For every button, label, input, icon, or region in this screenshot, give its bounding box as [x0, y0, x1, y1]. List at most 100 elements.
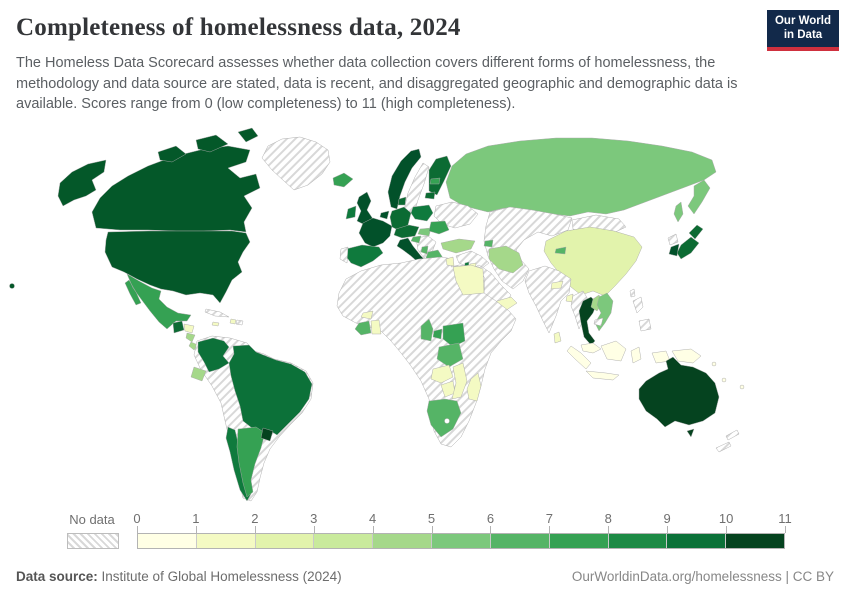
country-south-korea[interactable]: [668, 243, 680, 257]
country-spain[interactable]: [344, 244, 384, 268]
owid-logo[interactable]: Our World in Data: [767, 10, 839, 51]
country-estonia[interactable]: [429, 177, 441, 185]
country-iran[interactable]: [488, 245, 524, 274]
country-finland[interactable]: [428, 155, 452, 196]
legend-bin-2[interactable]: [255, 534, 315, 548]
country-egypt[interactable]: [452, 264, 485, 296]
country-honduras[interactable]: [183, 323, 195, 334]
country-mozambique[interactable]: [451, 362, 468, 400]
country-usa[interactable]: [104, 230, 251, 304]
country-solomon-islands[interactable]: [711, 361, 717, 367]
country-hungary[interactable]: [417, 227, 432, 237]
country-malaysia[interactable]: [580, 342, 602, 354]
attribution-link[interactable]: OurWorldinData.org/homelessness | CC BY: [571, 569, 834, 584]
legend-no-data-swatch[interactable]: [67, 533, 119, 549]
country-haiti[interactable]: [229, 318, 237, 325]
country-iceland[interactable]: [332, 172, 354, 188]
country-russia[interactable]: [445, 137, 717, 219]
owid-logo-line1: Our World: [774, 15, 831, 27]
country-ivory-coast[interactable]: [354, 320, 372, 336]
country-uganda[interactable]: [432, 328, 443, 340]
country-canada-arctic[interactable]: [157, 127, 259, 163]
country-japan[interactable]: [676, 224, 704, 260]
country-australia-tasmania[interactable]: [686, 428, 695, 438]
legend-bin-4[interactable]: [373, 534, 433, 548]
country-russia-fareast[interactable]: [673, 179, 711, 223]
country-cameroon[interactable]: [420, 318, 434, 342]
legend-tick-11: 11: [778, 511, 792, 526]
country-north-korea[interactable]: [667, 233, 679, 246]
legend-bin-8[interactable]: [608, 534, 668, 548]
country-albania[interactable]: [420, 245, 429, 255]
country-papua-new-guinea[interactable]: [671, 348, 702, 364]
country-costarica[interactable]: [188, 341, 199, 351]
country-cuba[interactable]: [204, 308, 230, 318]
country-south-africa[interactable]: [426, 398, 462, 438]
country-burkina-faso[interactable]: [360, 310, 374, 320]
country-lesotho[interactable]: [444, 418, 450, 424]
legend-tick-2: 2: [251, 511, 259, 526]
country-tunisia[interactable]: [445, 256, 455, 267]
country-portugal[interactable]: [339, 246, 349, 264]
country-nicaragua[interactable]: [185, 332, 196, 343]
legend-bin-3[interactable]: [314, 534, 374, 548]
country-fiji[interactable]: [739, 384, 745, 390]
country-uruguay[interactable]: [260, 427, 274, 442]
country-usa-alaska[interactable]: [57, 159, 107, 207]
country-taiwan[interactable]: [629, 288, 636, 298]
country-turkey[interactable]: [440, 238, 476, 254]
country-indonesia-sumatra[interactable]: [566, 345, 592, 370]
country-dominican[interactable]: [235, 319, 244, 326]
legend-tick-7: 7: [545, 511, 553, 526]
country-guatemala[interactable]: [172, 320, 185, 334]
country-denmark[interactable]: [397, 196, 407, 206]
legend-color-bar[interactable]: [137, 533, 785, 549]
country-azerbaijan[interactable]: [483, 239, 494, 248]
country-tanzania[interactable]: [436, 342, 464, 368]
legend-bin-9[interactable]: [667, 534, 727, 548]
country-indonesia-java[interactable]: [585, 370, 620, 381]
country-mexico[interactable]: [124, 273, 192, 330]
legend-bin-5[interactable]: [432, 534, 491, 548]
country-croatia[interactable]: [410, 235, 422, 244]
legend-tick-6: 6: [486, 511, 495, 526]
country-czech-austria[interactable]: [393, 224, 420, 239]
legend-bin-7[interactable]: [549, 534, 609, 548]
country-romania[interactable]: [428, 220, 450, 235]
country-vanuatu[interactable]: [721, 377, 727, 383]
country-ecuador[interactable]: [190, 366, 207, 382]
legend-bin-0[interactable]: [138, 534, 197, 548]
country-usa-hawaii[interactable]: [9, 283, 15, 289]
country-poland[interactable]: [410, 204, 434, 222]
country-india[interactable]: [524, 265, 572, 334]
country-new-zealand[interactable]: [715, 429, 740, 453]
country-srilanka[interactable]: [553, 331, 562, 344]
country-indonesia-borneo[interactable]: [600, 340, 627, 362]
country-jamaica[interactable]: [211, 321, 220, 327]
country-greenland[interactable]: [261, 136, 331, 191]
country-lithuania[interactable]: [424, 191, 436, 200]
region-middle-east-nodata[interactable]: [455, 250, 490, 270]
legend-bin-6[interactable]: [490, 534, 550, 548]
country-ireland[interactable]: [345, 205, 357, 220]
country-indonesia-sulawesi[interactable]: [630, 346, 642, 364]
country-nepal[interactable]: [550, 280, 564, 290]
country-france[interactable]: [358, 217, 393, 248]
country-brazil[interactable]: [228, 344, 313, 436]
country-ghana[interactable]: [370, 319, 382, 335]
legend-tick-labels: 0 1 2 3 4 5 6 7 8 9 10 11: [133, 511, 791, 526]
legend-bin-10[interactable]: [726, 534, 784, 548]
country-cambodia[interactable]: [593, 317, 604, 327]
country-philippines[interactable]: [632, 296, 652, 332]
legend-tick-4: 4: [369, 511, 377, 526]
country-madagascar[interactable]: [466, 372, 482, 402]
legend-tick-mark-1: [195, 526, 197, 533]
country-kyrgyzstan[interactable]: [554, 246, 567, 255]
country-norway[interactable]: [387, 148, 422, 210]
country-benelux[interactable]: [379, 210, 390, 220]
country-australia[interactable]: [638, 356, 720, 428]
legend-bin-1[interactable]: [196, 534, 256, 548]
legend-tick-mark-9: [667, 526, 669, 533]
country-zambia[interactable]: [430, 364, 454, 384]
